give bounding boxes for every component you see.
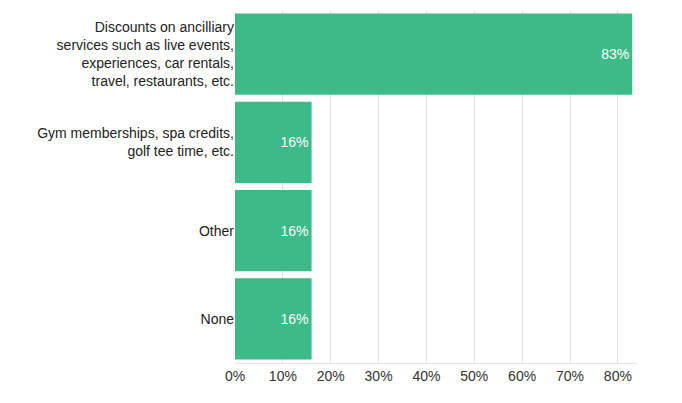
svg-text:83%: 83%	[601, 46, 629, 62]
svg-text:20%: 20%	[317, 368, 345, 384]
svg-text:60%: 60%	[508, 368, 536, 384]
svg-text:16%: 16%	[281, 311, 309, 327]
svg-text:50%: 50%	[460, 368, 488, 384]
svg-text:10%: 10%	[269, 368, 297, 384]
svg-text:Other: Other	[199, 223, 234, 239]
svg-text:16%: 16%	[281, 134, 309, 150]
svg-text:Discounts on ancilliaryservice: Discounts on ancilliaryservices such as …	[57, 19, 234, 90]
svg-text:70%: 70%	[556, 368, 584, 384]
svg-text:0%: 0%	[225, 368, 245, 384]
svg-text:40%: 40%	[412, 368, 440, 384]
svg-text:None: None	[201, 311, 235, 327]
svg-text:16%: 16%	[281, 223, 309, 239]
svg-text:80%: 80%	[604, 368, 632, 384]
svg-text:30%: 30%	[365, 368, 393, 384]
svg-text:Gym memberships, spa credits,g: Gym memberships, spa credits,golf tee ti…	[37, 125, 234, 159]
